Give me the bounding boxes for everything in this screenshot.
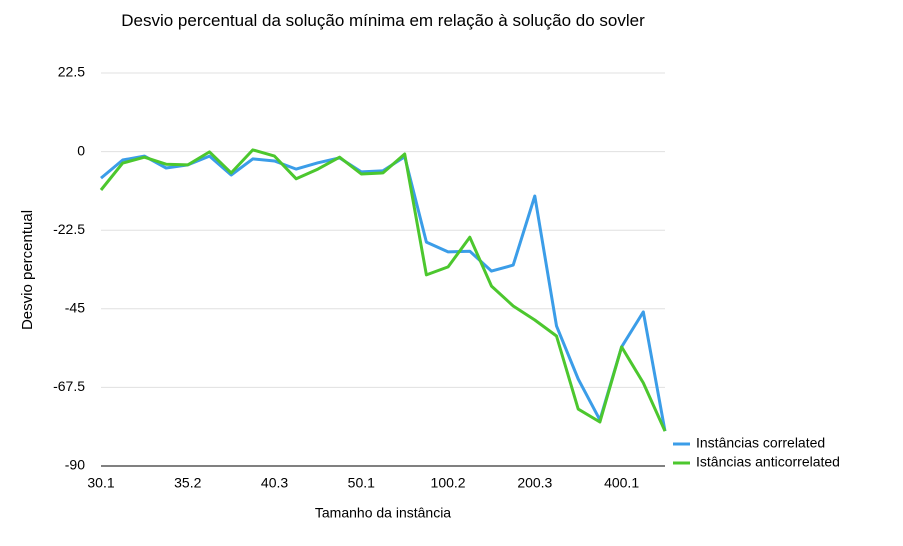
y-tick-label: -67.5 [53, 378, 85, 394]
x-tick-label: 35.2 [174, 475, 201, 491]
x-tick-label: 200.3 [517, 475, 552, 491]
x-tick-label: 50.1 [348, 475, 375, 491]
y-axis-label: Desvio percentual [19, 210, 36, 330]
x-tick-label: 400.1 [604, 475, 639, 491]
y-tick-label: -45 [65, 300, 85, 316]
x-tick-label: 30.1 [87, 475, 114, 491]
chart-title: Desvio percentual da solução mínima em r… [121, 11, 645, 30]
legend-label: Instâncias correlated [696, 435, 825, 451]
line-series [100, 154, 667, 432]
y-tick-label: 22.5 [58, 64, 85, 80]
x-axis-label: Tamanho da instância [315, 505, 451, 521]
line-series [99, 148, 667, 432]
x-tick-label: 100.2 [431, 475, 466, 491]
y-tick-label: -90 [65, 457, 85, 473]
x-tick-label: 40.3 [261, 475, 288, 491]
legend-label: Istâncias anticorrelated [696, 454, 840, 470]
y-tick-label: -22.5 [53, 221, 85, 237]
y-tick-label: 0 [77, 142, 85, 158]
